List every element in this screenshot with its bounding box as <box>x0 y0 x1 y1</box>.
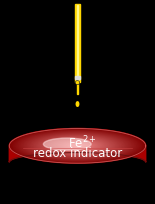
Ellipse shape <box>71 144 84 148</box>
Ellipse shape <box>50 139 105 153</box>
Ellipse shape <box>60 142 95 150</box>
Ellipse shape <box>42 137 113 155</box>
Ellipse shape <box>39 136 116 156</box>
Ellipse shape <box>68 143 87 148</box>
Ellipse shape <box>44 137 111 154</box>
Ellipse shape <box>27 133 128 159</box>
Ellipse shape <box>34 135 121 157</box>
Ellipse shape <box>52 139 103 152</box>
Ellipse shape <box>58 141 97 151</box>
Ellipse shape <box>28 133 127 159</box>
Ellipse shape <box>10 129 145 163</box>
Ellipse shape <box>67 143 88 149</box>
Ellipse shape <box>76 82 79 84</box>
Ellipse shape <box>16 130 139 162</box>
Ellipse shape <box>69 144 86 148</box>
Ellipse shape <box>19 131 136 161</box>
Ellipse shape <box>60 141 95 150</box>
Polygon shape <box>9 129 146 162</box>
Ellipse shape <box>49 139 106 153</box>
Ellipse shape <box>47 138 108 154</box>
Ellipse shape <box>38 136 117 156</box>
Ellipse shape <box>55 140 100 152</box>
Ellipse shape <box>29 133 126 158</box>
Ellipse shape <box>76 145 79 146</box>
Ellipse shape <box>12 129 143 163</box>
Ellipse shape <box>23 132 132 160</box>
Ellipse shape <box>9 129 146 163</box>
Ellipse shape <box>20 131 135 161</box>
Ellipse shape <box>31 134 124 157</box>
Ellipse shape <box>73 145 82 147</box>
Ellipse shape <box>30 134 125 158</box>
Ellipse shape <box>25 132 130 159</box>
Ellipse shape <box>33 135 122 157</box>
Ellipse shape <box>51 139 104 153</box>
Ellipse shape <box>13 129 142 162</box>
Ellipse shape <box>41 136 114 155</box>
Ellipse shape <box>31 134 124 158</box>
Ellipse shape <box>65 143 90 149</box>
Ellipse shape <box>36 135 119 156</box>
Ellipse shape <box>48 138 107 153</box>
Ellipse shape <box>62 142 93 150</box>
Ellipse shape <box>43 138 91 150</box>
Ellipse shape <box>57 141 98 151</box>
Ellipse shape <box>35 135 120 157</box>
Ellipse shape <box>53 140 102 152</box>
Ellipse shape <box>38 136 117 156</box>
Ellipse shape <box>76 81 79 84</box>
Ellipse shape <box>55 140 100 152</box>
Ellipse shape <box>43 137 112 155</box>
Ellipse shape <box>71 144 83 147</box>
Ellipse shape <box>66 143 89 149</box>
Bar <box>77 5 78 81</box>
Ellipse shape <box>20 131 135 160</box>
Ellipse shape <box>32 134 123 157</box>
Ellipse shape <box>74 145 81 147</box>
Ellipse shape <box>42 137 112 155</box>
Bar <box>77 82 78 94</box>
Ellipse shape <box>15 130 140 162</box>
Ellipse shape <box>59 141 96 151</box>
Text: Fe$^{2+}$: Fe$^{2+}$ <box>68 135 97 152</box>
Ellipse shape <box>72 145 83 147</box>
Ellipse shape <box>63 142 92 150</box>
Ellipse shape <box>61 142 94 150</box>
Ellipse shape <box>14 130 141 162</box>
Ellipse shape <box>76 102 79 106</box>
Ellipse shape <box>22 132 133 160</box>
Ellipse shape <box>17 131 138 161</box>
Bar <box>75 4 80 82</box>
Text: redox indicator: redox indicator <box>33 147 122 160</box>
Ellipse shape <box>26 133 129 159</box>
Ellipse shape <box>66 143 89 149</box>
Ellipse shape <box>46 138 109 154</box>
Ellipse shape <box>11 129 144 163</box>
Ellipse shape <box>25 133 130 159</box>
Ellipse shape <box>40 136 115 155</box>
Ellipse shape <box>14 130 141 162</box>
Ellipse shape <box>54 140 101 152</box>
Ellipse shape <box>37 135 118 156</box>
Ellipse shape <box>45 138 110 154</box>
Ellipse shape <box>75 145 80 146</box>
Ellipse shape <box>49 139 106 153</box>
Ellipse shape <box>56 140 99 151</box>
Bar <box>75 76 80 79</box>
Ellipse shape <box>24 132 131 160</box>
Ellipse shape <box>18 131 137 161</box>
Ellipse shape <box>64 142 91 149</box>
Ellipse shape <box>70 144 85 148</box>
Ellipse shape <box>21 132 134 160</box>
